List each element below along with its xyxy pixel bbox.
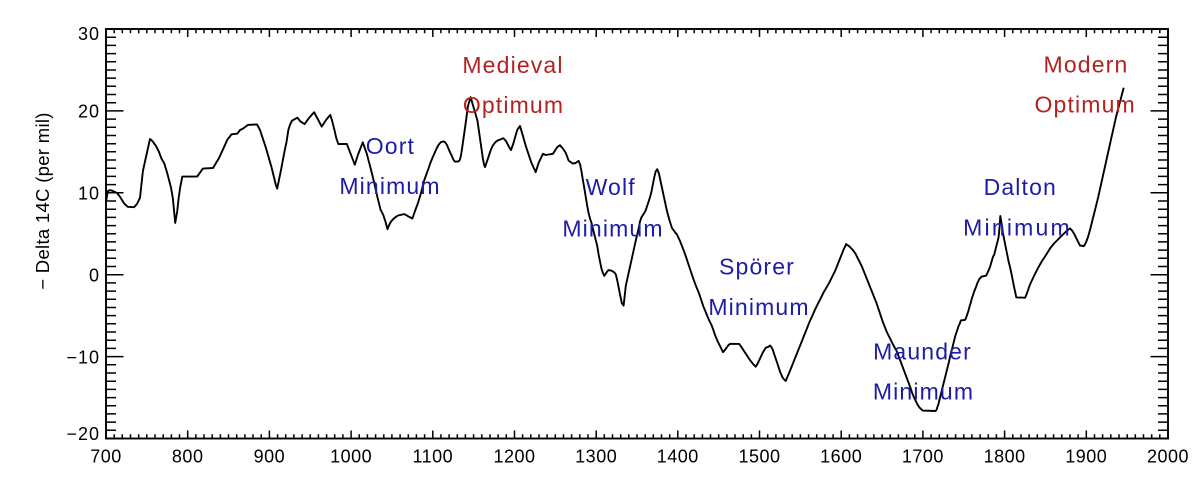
svg-text:1400: 1400: [657, 447, 699, 467]
svg-text:−10: −10: [66, 347, 100, 367]
svg-text:2000: 2000: [1147, 447, 1189, 467]
svg-text:30: 30: [78, 24, 100, 44]
svg-text:Optimum: Optimum: [1035, 91, 1136, 117]
svg-text:Dalton: Dalton: [984, 174, 1057, 200]
svg-text:Minimum: Minimum: [339, 173, 440, 199]
svg-text:Modern: Modern: [1044, 51, 1129, 77]
svg-text:10: 10: [78, 184, 100, 204]
svg-text:Medieval: Medieval: [462, 52, 563, 78]
svg-text:1700: 1700: [902, 447, 944, 467]
svg-text:Minimum: Minimum: [562, 215, 663, 241]
svg-text:700: 700: [90, 447, 122, 467]
svg-text:Optimum: Optimum: [463, 92, 564, 118]
svg-text:800: 800: [172, 447, 204, 467]
svg-text:1800: 1800: [984, 447, 1026, 467]
svg-text:1600: 1600: [820, 447, 862, 467]
svg-text:1100: 1100: [412, 447, 453, 467]
svg-text:0: 0: [89, 266, 100, 286]
svg-text:1500: 1500: [738, 447, 780, 467]
svg-text:1300: 1300: [575, 447, 617, 467]
svg-text:−20: −20: [66, 424, 100, 444]
svg-text:Minimum: Minimum: [708, 294, 809, 320]
svg-text:900: 900: [254, 447, 286, 467]
svg-text:Minimum: Minimum: [873, 378, 974, 404]
svg-text:Oort: Oort: [366, 133, 415, 159]
svg-text:1900: 1900: [1065, 447, 1107, 467]
svg-text:Wolf: Wolf: [586, 174, 636, 200]
svg-text:Minimum: Minimum: [963, 215, 1072, 241]
svg-text:Spörer: Spörer: [719, 253, 795, 279]
svg-text:Maunder: Maunder: [873, 338, 972, 364]
svg-text:20: 20: [78, 102, 100, 122]
svg-text:− Delta 14C (per mil): − Delta 14C (per mil): [32, 112, 53, 289]
svg-text:1000: 1000: [330, 447, 372, 467]
svg-text:1200: 1200: [493, 447, 535, 467]
